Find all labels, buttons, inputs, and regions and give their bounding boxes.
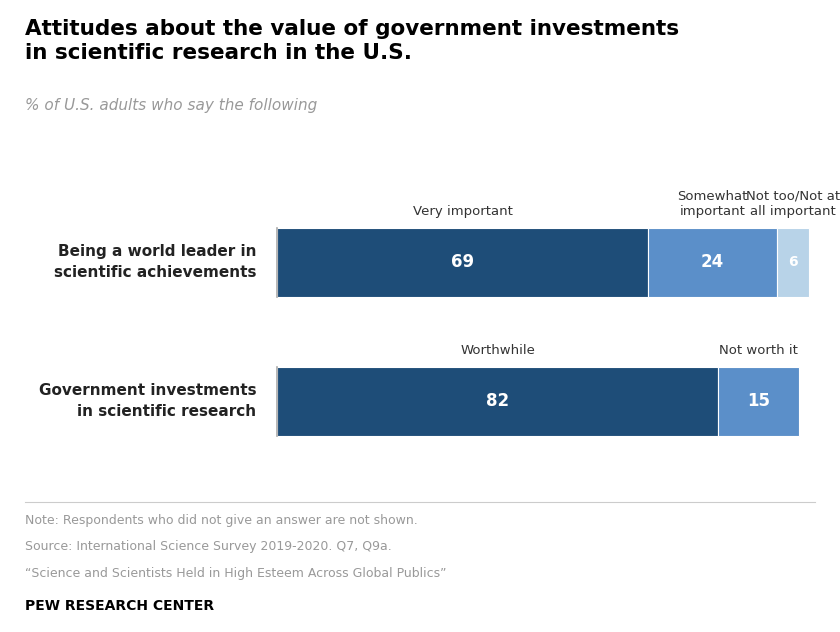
Text: 24: 24 bbox=[701, 253, 724, 271]
Bar bbox=[277, 367, 718, 436]
Text: Note: Respondents who did not give an answer are not shown.: Note: Respondents who did not give an an… bbox=[25, 514, 418, 527]
Text: PEW RESEARCH CENTER: PEW RESEARCH CENTER bbox=[25, 599, 214, 613]
Text: Not too/Not at
all important: Not too/Not at all important bbox=[746, 190, 840, 218]
Text: Being a world leader in
scientific achievements: Being a world leader in scientific achie… bbox=[54, 245, 256, 280]
Text: Somewhat
important: Somewhat important bbox=[678, 190, 748, 218]
Text: 15: 15 bbox=[747, 392, 769, 410]
Bar bbox=[718, 367, 799, 436]
Bar bbox=[277, 228, 648, 297]
Text: Not worth it: Not worth it bbox=[719, 344, 798, 357]
Text: % of U.S. adults who say the following: % of U.S. adults who say the following bbox=[25, 98, 318, 113]
Text: 69: 69 bbox=[451, 253, 475, 271]
Text: 82: 82 bbox=[486, 392, 509, 410]
Text: Source: International Science Survey 2019-2020. Q7, Q9a.: Source: International Science Survey 201… bbox=[25, 540, 392, 554]
Bar bbox=[648, 228, 777, 297]
Text: Very important: Very important bbox=[412, 205, 512, 218]
Bar bbox=[777, 228, 810, 297]
Text: Attitudes about the value of government investments
in scientific research in th: Attitudes about the value of government … bbox=[25, 19, 680, 63]
Text: “Science and Scientists Held in High Esteem Across Global Publics”: “Science and Scientists Held in High Est… bbox=[25, 567, 447, 580]
Text: 6: 6 bbox=[789, 255, 798, 269]
Text: Worthwhile: Worthwhile bbox=[460, 344, 535, 357]
Text: Government investments
in scientific research: Government investments in scientific res… bbox=[39, 384, 256, 419]
